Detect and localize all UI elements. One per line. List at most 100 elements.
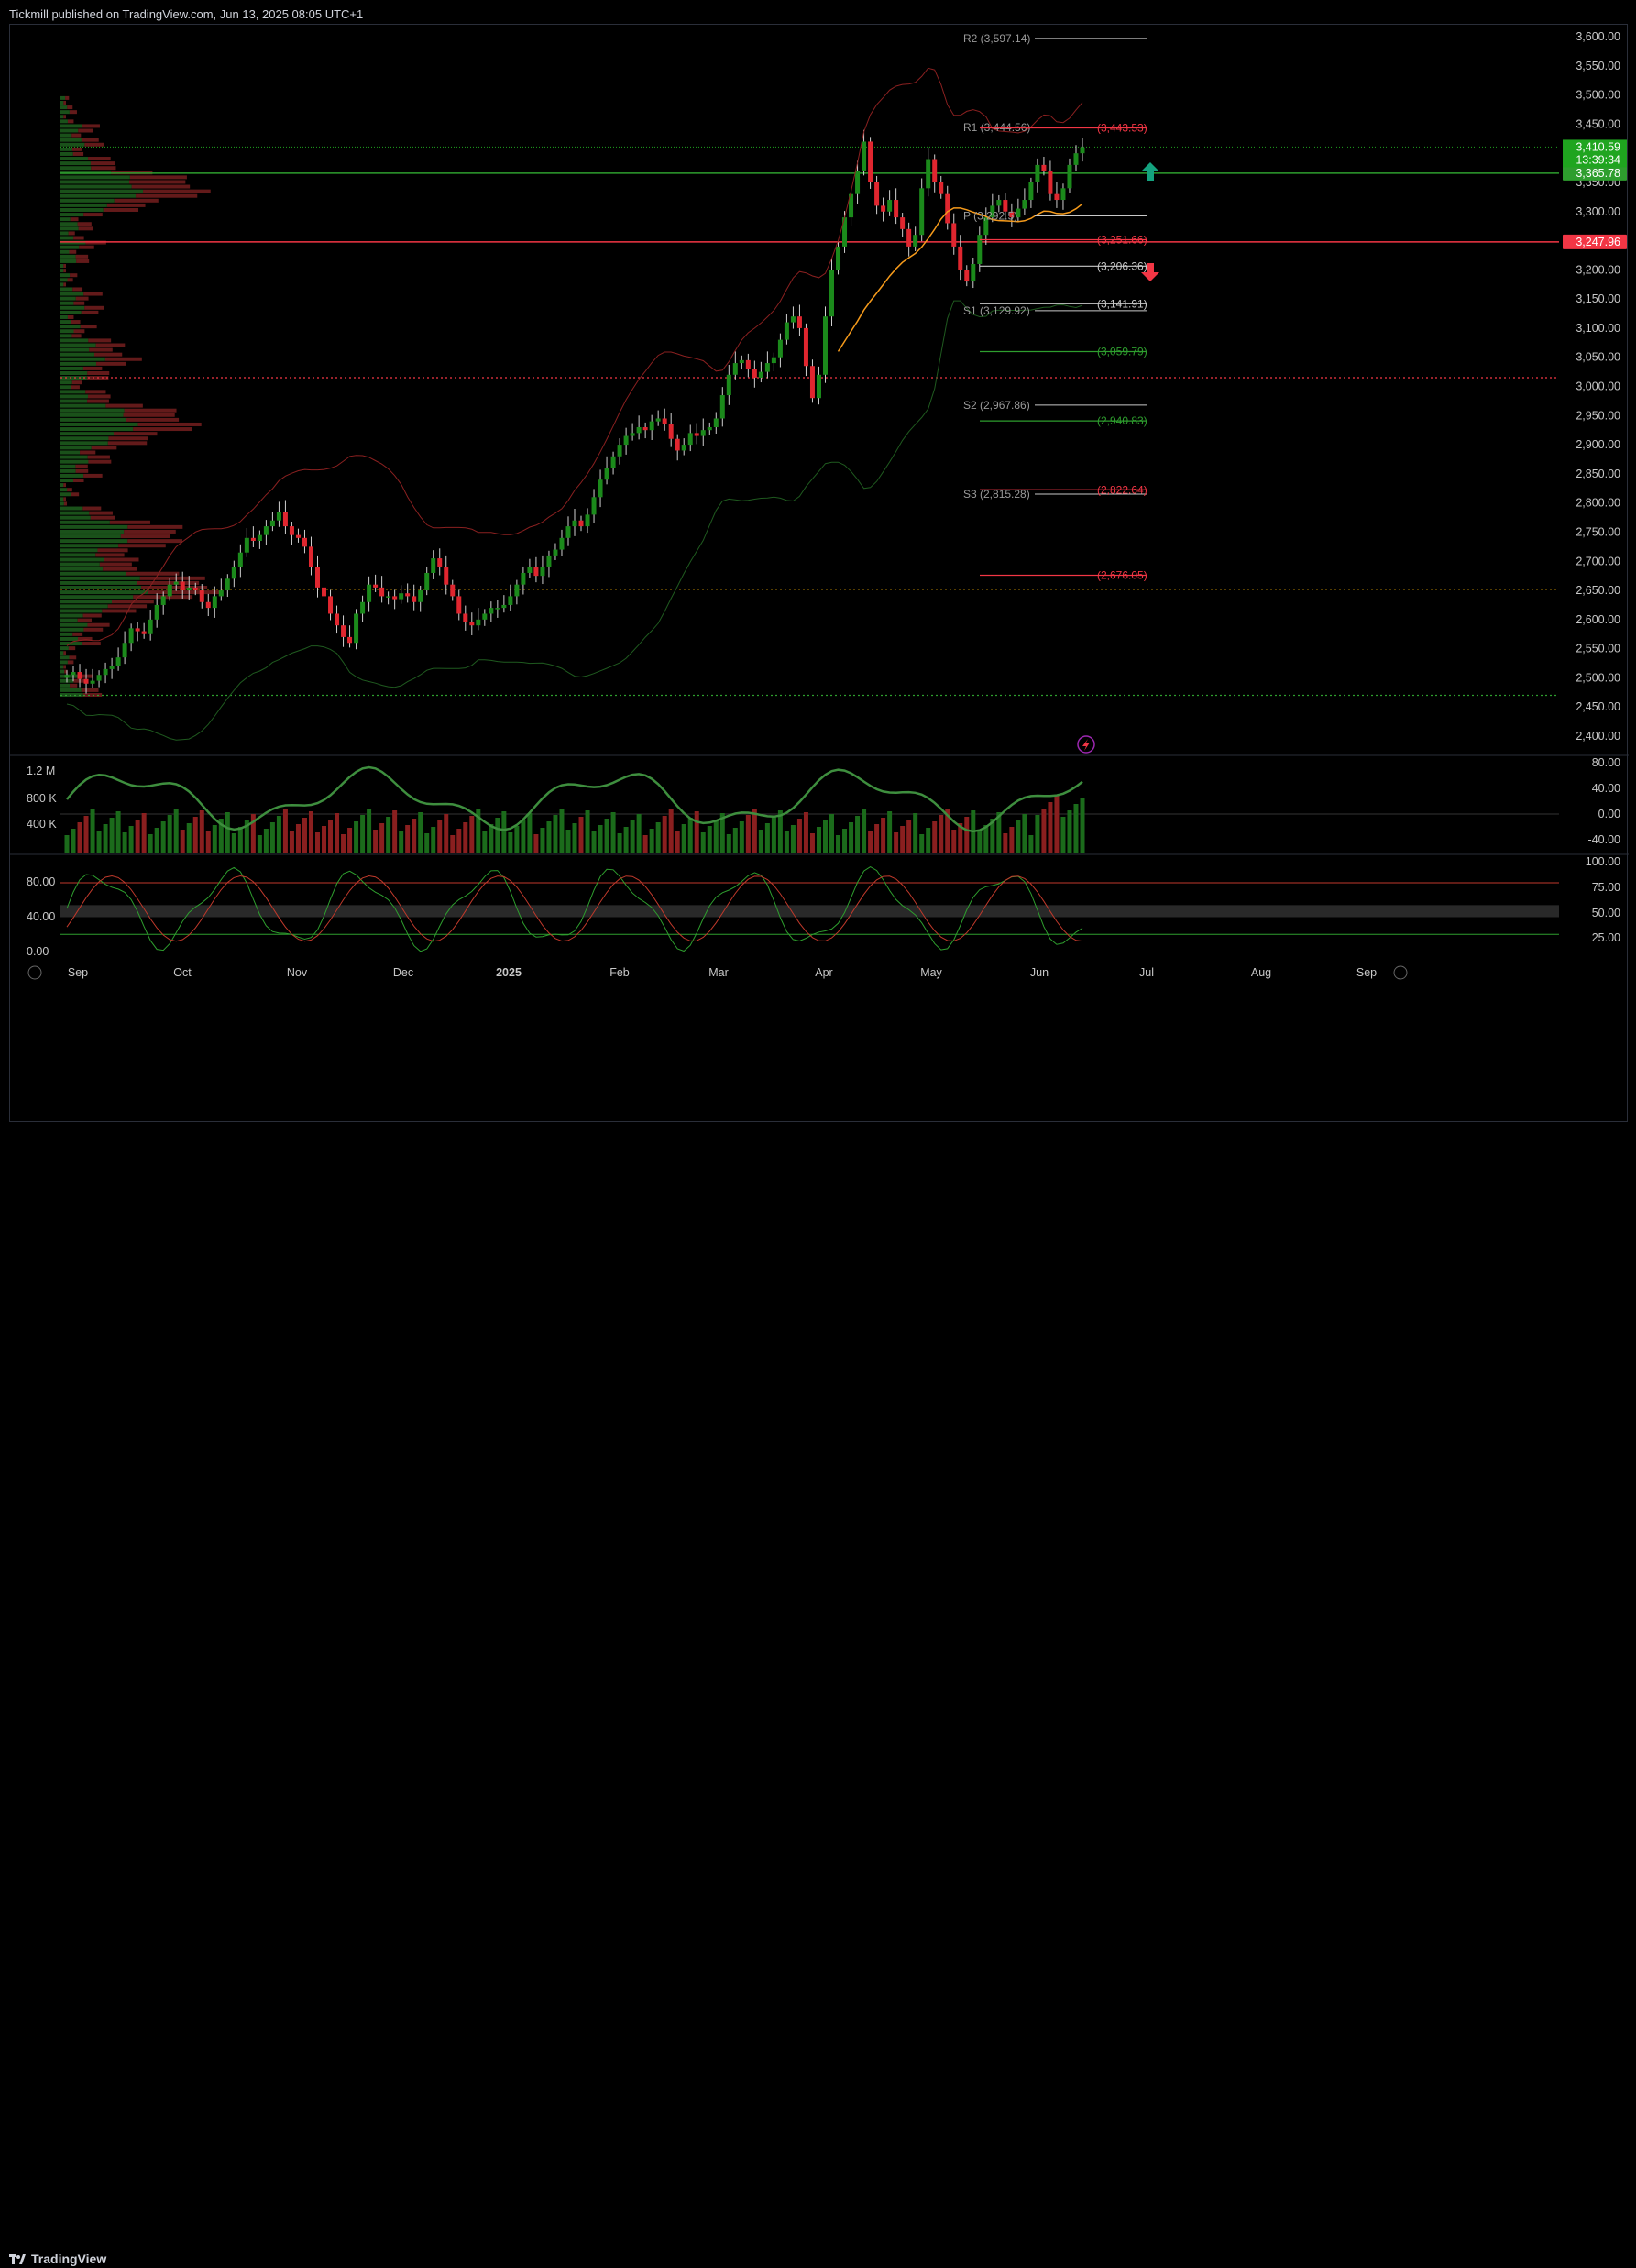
candle-up — [514, 584, 520, 597]
volume-profile-bar-down — [67, 660, 74, 665]
volume-profile-bar-down — [103, 567, 137, 571]
price-tick-label: 3,050.00 — [1576, 351, 1620, 364]
volume-profile-bar-up — [60, 245, 80, 249]
volume-profile-bar-up — [60, 207, 104, 212]
volume-bar — [90, 809, 95, 853]
candle-down — [341, 625, 346, 637]
volume-bar — [990, 819, 995, 853]
volume-bar — [964, 817, 970, 853]
volume-profile-bar-down — [71, 385, 80, 390]
volume-bar — [482, 831, 488, 853]
volume-tick-label: 1.2 M — [27, 765, 55, 777]
volume-profile-bar-up — [60, 278, 68, 282]
volume-bar — [881, 818, 886, 853]
price-tag — [1563, 165, 1627, 181]
chart-frame[interactable]: 3,600.003,550.003,500.003,450.003,400.00… — [9, 24, 1629, 1123]
volume-profile-bar-up — [60, 147, 72, 151]
volume-profile-bar-up — [60, 282, 64, 287]
volume-profile-bar-down — [143, 189, 211, 193]
volume-profile-bar-down — [131, 184, 191, 189]
level-label: (3,141.91) — [1097, 297, 1147, 310]
candle-up — [719, 395, 725, 419]
volume-bar — [115, 811, 121, 853]
volume-profile-bar-down — [127, 524, 183, 529]
candle-up — [257, 534, 262, 541]
time-tick-label: Aug — [1251, 966, 1271, 979]
candle-down — [1041, 164, 1047, 171]
candle-up — [501, 604, 507, 609]
volume-profile-bar-up — [60, 436, 109, 441]
candle-up — [173, 581, 179, 585]
volume-profile-bar-down — [82, 613, 102, 618]
volume-bar — [276, 816, 281, 853]
volume-bar — [386, 817, 391, 853]
stochastic-left-tick: 40.00 — [27, 910, 55, 923]
volume-profile-bar-up — [60, 655, 70, 660]
volume-profile-bar-down — [105, 403, 143, 408]
volume-profile-bar-down — [71, 320, 81, 325]
stochastic-k-line — [66, 866, 1083, 952]
tradingview-logo[interactable]: TradingView — [9, 2251, 106, 2266]
candle-up — [269, 520, 275, 527]
candle-up — [160, 596, 166, 605]
volume-profile-bar-down — [114, 198, 159, 203]
volume-profile-bar-up — [60, 394, 89, 399]
candle-up — [360, 601, 366, 614]
volume-profile-bar-down — [123, 413, 175, 417]
volume-profile-bar-up — [60, 539, 128, 544]
volume-profile-bar-up — [60, 161, 91, 166]
top-bar: Tickmill published on TradingView.com, J… — [0, 0, 1636, 28]
time-tick-label: May — [920, 966, 942, 979]
stochastic-right-tick: 50.00 — [1592, 907, 1620, 919]
volume-profile-bar-up — [60, 320, 71, 325]
volume-profile-bar-up — [60, 432, 115, 436]
volume-bar — [495, 818, 500, 853]
volume-bar — [546, 821, 552, 853]
candle-up — [431, 558, 436, 573]
volume-profile-bar-down — [91, 166, 116, 171]
volume-bar — [913, 813, 918, 853]
volume-bar — [450, 835, 456, 853]
volume-bar — [328, 820, 334, 853]
volume-bar — [816, 827, 821, 853]
candle-up — [1067, 164, 1072, 189]
candle-up — [855, 171, 861, 194]
volume-profile-bar-down — [73, 329, 85, 334]
lightning-bolt-icon — [1082, 739, 1090, 751]
candle-up — [354, 613, 359, 644]
volume-bar — [559, 809, 565, 853]
volume-profile-bar-up — [60, 408, 125, 413]
candle-up — [476, 619, 481, 626]
candle-down — [945, 193, 950, 224]
volume-profile-bar-up — [60, 95, 66, 100]
volume-profile-bar-down — [96, 361, 126, 366]
volume-bar — [572, 823, 577, 853]
volume-profile-bar-down — [83, 627, 104, 632]
volume-bar — [1073, 804, 1079, 853]
candle-down — [951, 223, 957, 247]
volume-profile-bar-down — [82, 642, 101, 646]
volume-bar — [906, 820, 912, 853]
volume-bar — [431, 827, 436, 853]
candle-up — [553, 549, 558, 556]
volume-bar — [186, 823, 192, 853]
volume-profile-bar-down — [63, 115, 66, 119]
volume-profile-bar-down — [78, 226, 93, 231]
volume-profile-bar-down — [75, 464, 88, 468]
candle-up — [790, 316, 796, 323]
volume-profile-bar-up — [60, 198, 115, 203]
volume-bar — [167, 815, 172, 853]
volume-bar — [1054, 796, 1060, 853]
volume-profile-bar-down — [84, 142, 104, 147]
volume-profile-bar-up — [60, 665, 64, 669]
chart-svg[interactable]: 3,600.003,550.003,500.003,450.003,400.00… — [10, 25, 1629, 1123]
volume-profile-bar-up — [60, 515, 91, 520]
volume-profile-bar-up — [60, 464, 76, 468]
time-tick-label: Feb — [609, 966, 630, 979]
volume-tick-label: 400 K — [27, 818, 57, 831]
price-tick-label: 2,800.00 — [1576, 497, 1620, 510]
candle-up — [777, 339, 783, 358]
stochastic-left-tick: 0.00 — [27, 945, 49, 958]
time-tick-label: 2025 — [496, 966, 522, 979]
volume-profile-bar-down — [72, 632, 83, 636]
